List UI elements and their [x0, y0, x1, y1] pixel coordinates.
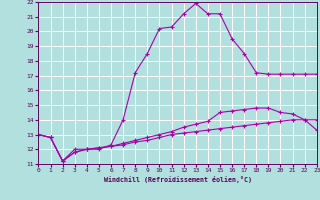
X-axis label: Windchill (Refroidissement éolien,°C): Windchill (Refroidissement éolien,°C): [104, 176, 252, 183]
